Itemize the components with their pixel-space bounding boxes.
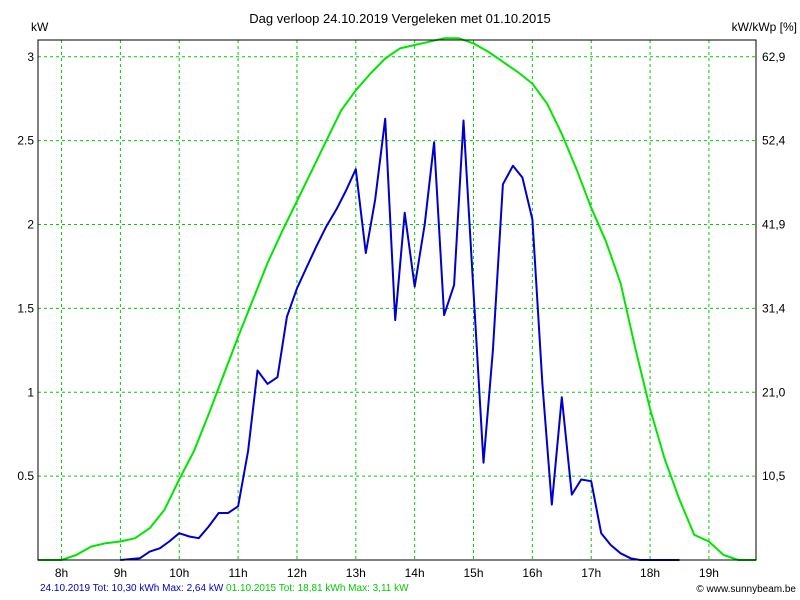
data-series bbox=[38, 37, 756, 561]
footer-stats: 24.10.2019 Tot: 10,30 kWh Max: 2,64 kW 0… bbox=[40, 583, 409, 594]
y-tick-label-right: 41,9 bbox=[762, 218, 786, 232]
y-axis-label-right: kW/kWp [%] bbox=[732, 20, 797, 34]
x-tick-label: 12h bbox=[287, 566, 307, 580]
y-tick-label-left: 1.5 bbox=[17, 301, 34, 315]
x-ticks: 8h 9h 10h 11h 12h 13h 14h 15h 16h 17h 18h 19h bbox=[55, 566, 719, 580]
y-ticks-right: 10,5 21,0 31,4 41,9 52,4 62,9 bbox=[762, 50, 786, 483]
plot-frame bbox=[37, 39, 757, 561]
x-tick-label: 16h bbox=[522, 566, 542, 580]
x-tick-label: 19h bbox=[699, 566, 719, 580]
x-tick-label: 14h bbox=[405, 566, 425, 580]
footer-2019-stats: 24.10.2019 Tot: 10,30 kWh Max: 2,64 kW bbox=[40, 583, 224, 594]
x-tick-label: 18h bbox=[640, 566, 660, 580]
y-tick-label-right: 10,5 bbox=[762, 469, 786, 483]
y-tick-label-right: 62,9 bbox=[762, 50, 786, 64]
grid-lines bbox=[38, 40, 756, 560]
chart-title: Dag verloop 24.10.2019 Vergeleken met 01… bbox=[249, 11, 550, 26]
y-tick-label-right: 52,4 bbox=[762, 134, 786, 148]
y-ticks-left: 0.5 1 1.5 2 2.5 3 bbox=[17, 50, 34, 483]
x-tick-label: 15h bbox=[463, 566, 483, 580]
series-line-2019 bbox=[120, 117, 680, 561]
x-tick-label: 17h bbox=[581, 566, 601, 580]
x-tick-label: 13h bbox=[346, 566, 366, 580]
x-tick-label: 8h bbox=[55, 566, 68, 580]
footer-2015-stats: 01.10.2015 Tot: 18,81 kWh Max: 3,11 kW bbox=[226, 583, 409, 594]
y-tick-label-right: 31,4 bbox=[762, 301, 786, 315]
x-tick-label: 11h bbox=[229, 566, 248, 580]
y-tick-label-left: 2.5 bbox=[17, 134, 34, 148]
y-tick-label-right: 21,0 bbox=[762, 385, 786, 399]
credit-text: © www.sunnybeam.be bbox=[696, 584, 796, 595]
y-axis-label-left: kW bbox=[31, 20, 49, 34]
y-tick-label-left: 3 bbox=[27, 50, 34, 64]
y-tick-label-left: 1 bbox=[27, 385, 34, 399]
x-tick-label: 9h bbox=[114, 566, 127, 580]
series-line-2015 bbox=[38, 37, 756, 561]
y-tick-label-left: 0.5 bbox=[17, 469, 34, 483]
y-tick-label-left: 2 bbox=[27, 218, 34, 232]
x-tick-label: 10h bbox=[169, 566, 189, 580]
